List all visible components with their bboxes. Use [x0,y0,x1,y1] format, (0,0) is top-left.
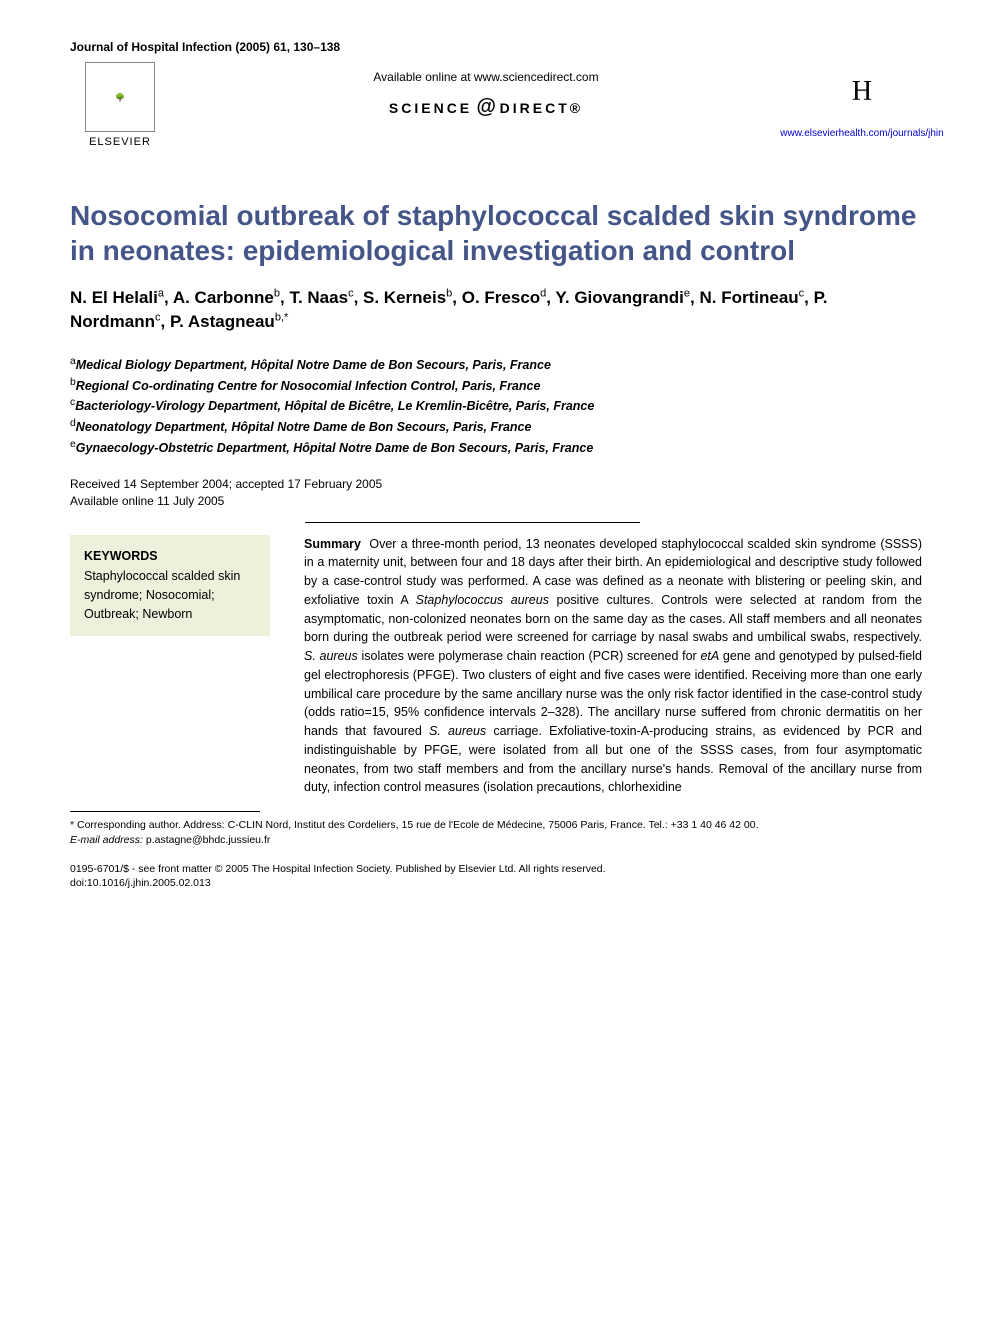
keywords-box: KEYWORDS Staphylococcal scalded skin syn… [70,535,270,636]
footnote-rule [70,811,260,812]
available-online-text: Available online at www.sciencedirect.co… [170,70,802,84]
header-bar: 🌳 ELSEVIER Available online at www.scien… [70,62,922,148]
journal-url[interactable]: www.elsevierhealth.com/journals/jhin [780,128,943,139]
sciencedirect-right: DIRECT® [500,100,583,116]
abstract-top-rule [305,522,640,523]
online-date: Available online 11 July 2005 [70,493,922,510]
journal-logo-block: Η www.elsevierhealth.com/journals/jhin [802,62,922,139]
copyright-block: 0195-6701/$ - see front matter © 2005 Th… [70,862,922,891]
doi-line: doi:10.1016/j.jhin.2005.02.013 [70,876,922,891]
abstract-region: KEYWORDS Staphylococcal scalded skin syn… [70,535,922,798]
journal-citation: Journal of Hospital Infection (2005) 61,… [70,40,922,54]
elsevier-tree-icon: 🌳 [85,62,155,132]
sciencedirect-left: SCIENCE [389,100,472,116]
sciencedirect-logo: SCIENCE@DIRECT® [170,96,802,119]
email-line: E-mail address: p.astagne@bhdc.jussieu.f… [70,833,922,848]
received-date: Received 14 September 2004; accepted 17 … [70,476,922,493]
publisher-block: 🌳 ELSEVIER [70,62,170,148]
keywords-list: Staphylococcal scalded skin syndrome; No… [84,567,256,623]
authors-list: N. El Helalia, A. Carbonneb, T. Naasc, S… [70,286,922,334]
footnotes: * Corresponding author. Address: C-CLIN … [70,818,922,847]
email-label: E-mail address: [70,834,143,846]
affiliations-list: aMedical Biology Department, Hôpital Not… [70,354,922,459]
article-title: Nosocomial outbreak of staphylococcal sc… [70,198,922,268]
sciencedirect-at-icon: @ [476,96,496,118]
publisher-name: ELSEVIER [89,136,151,148]
email-value[interactable]: p.astagne@bhdc.jussieu.fr [146,834,270,846]
keywords-heading: KEYWORDS [84,547,256,566]
article-dates: Received 14 September 2004; accepted 17 … [70,476,922,510]
summary-text: Summary Over a three-month period, 13 ne… [270,535,922,798]
corresponding-author-note: * Corresponding author. Address: C-CLIN … [70,818,922,833]
copyright-line: 0195-6701/$ - see front matter © 2005 Th… [70,862,922,877]
journal-logo-icon: Η [837,62,887,122]
header-center: Available online at www.sciencedirect.co… [170,62,802,119]
